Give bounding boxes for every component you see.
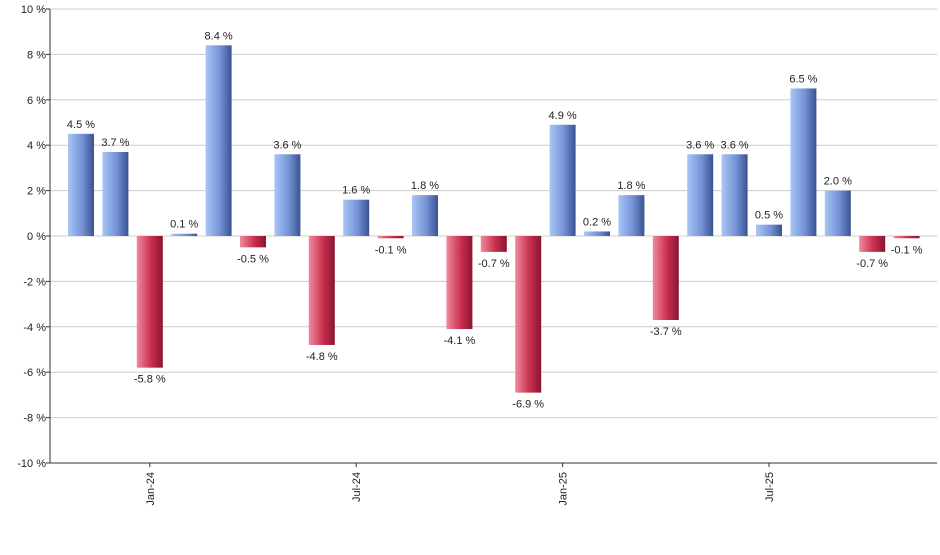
x-tick-label: Jul-25	[764, 472, 776, 502]
y-tick-label: -4 %	[23, 322, 46, 334]
y-tick-label: 4 %	[27, 140, 46, 152]
data-label: 6.5 %	[789, 73, 817, 85]
bar-jan-24	[136, 236, 163, 368]
data-label: -0.7 %	[478, 258, 510, 270]
bar-apr-25	[652, 236, 679, 320]
bar-aug-25	[790, 88, 817, 236]
data-label: 1.8 %	[617, 180, 645, 192]
y-tick-label: 2 %	[27, 186, 46, 198]
data-label: -6.9 %	[512, 399, 544, 411]
y-tick-label: 6 %	[27, 95, 46, 107]
axes: 10 % 8 % 6 % 4 % 2 % 0 % -2 % -4 % -6 % -8 % -10 %…	[17, 4, 937, 506]
data-label: 3.6 %	[686, 139, 714, 151]
bar-jul-25	[756, 224, 782, 236]
bar-may-24	[274, 154, 301, 236]
data-label: 4.9 %	[549, 110, 577, 122]
data-label: -0.5 %	[237, 253, 269, 265]
bar-apr-24	[240, 236, 266, 248]
bar-may-25	[687, 154, 714, 236]
bar-mar-24	[205, 45, 232, 236]
bar-jul-24	[343, 199, 370, 236]
data-label: 1.8 %	[411, 180, 439, 192]
y-tick-label: -6 %	[23, 367, 46, 379]
data-labels: 4.5 % 3.7 % -5.8 % 0.1 % 8.4 % -0.5 % 3.6 % -4.…	[67, 30, 923, 410]
bar-nov-23	[68, 133, 94, 236]
data-label: 2.0 %	[824, 176, 852, 188]
bar-sep-25	[824, 190, 851, 236]
data-label: -0.1 %	[375, 244, 407, 256]
data-label: 1.6 %	[342, 185, 370, 197]
data-label: 8.4 %	[205, 30, 233, 42]
data-label: -4.1 %	[444, 335, 476, 347]
bar-jun-24	[308, 236, 335, 345]
bar-jun-25	[721, 154, 748, 236]
y-tick-label: 0 %	[27, 231, 46, 243]
data-label: -0.7 %	[856, 258, 888, 270]
y-tick-label: -10 %	[17, 458, 46, 470]
y-tick-label: -2 %	[23, 276, 46, 288]
bar-dec-24	[515, 236, 542, 393]
data-label: 0.1 %	[170, 219, 198, 231]
bar-dec-23	[102, 152, 129, 236]
data-label: 4.5 %	[67, 119, 95, 131]
y-tick-label: -8 %	[23, 413, 46, 425]
bar-sep-24	[412, 195, 438, 236]
bar-mar-25	[618, 195, 645, 236]
data-label: 0.2 %	[583, 216, 611, 228]
x-tick-label: Jan-24	[145, 472, 157, 506]
bar-oct-25	[859, 236, 886, 252]
bar-oct-24	[446, 236, 473, 330]
data-label: -4.8 %	[306, 351, 338, 363]
bar-feb-24	[171, 233, 198, 236]
y-tick-label: 8 %	[27, 49, 46, 61]
x-tick-label: Jan-25	[558, 472, 570, 506]
data-label: -5.8 %	[134, 374, 166, 386]
data-label: 3.6 %	[721, 139, 749, 151]
bar-aug-24	[377, 236, 404, 239]
data-label: 3.6 %	[273, 139, 301, 151]
data-label: 0.5 %	[755, 210, 783, 222]
bar-nov-25	[893, 236, 920, 239]
y-tick-label: 10 %	[21, 4, 46, 16]
data-label: -0.1 %	[891, 244, 923, 256]
bar-jan-25	[549, 124, 576, 236]
bar-feb-25	[584, 231, 610, 236]
data-label: 3.7 %	[101, 137, 129, 149]
x-tick-label: Jul-24	[351, 472, 363, 502]
bars	[68, 45, 920, 393]
data-label: -3.7 %	[650, 326, 682, 338]
bar-nov-24	[480, 236, 507, 252]
